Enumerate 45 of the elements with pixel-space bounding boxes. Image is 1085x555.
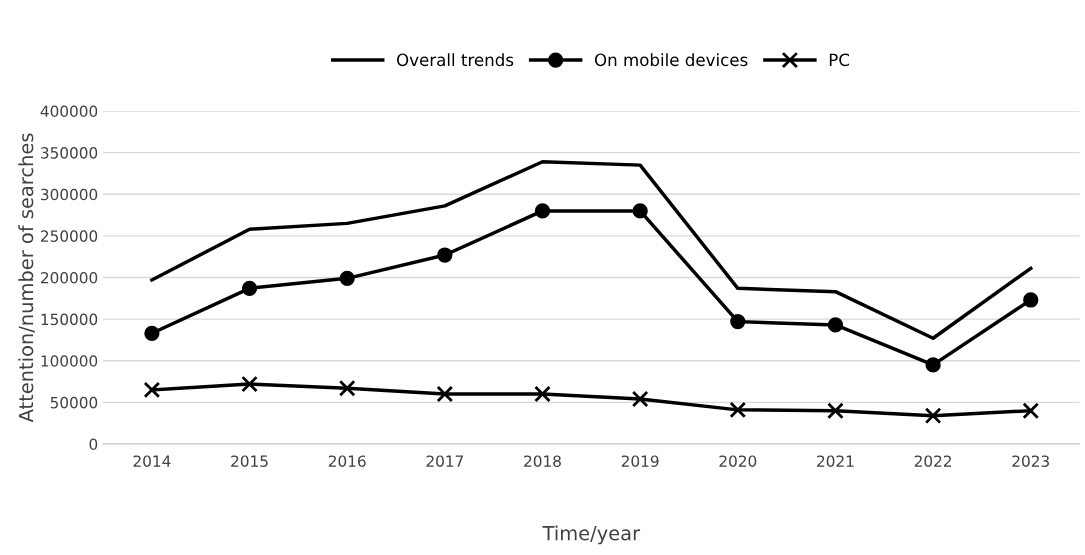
x-tick-label: 2014	[133, 455, 171, 467]
y-tick-label: 50000	[50, 396, 98, 409]
point	[729, 401, 747, 419]
x-tick-label: 2018	[524, 455, 561, 467]
x-tick-label: 2023	[1012, 455, 1049, 467]
point	[1022, 402, 1040, 420]
y-tick-label: 250000	[41, 230, 98, 242]
point	[827, 402, 844, 420]
point	[436, 385, 454, 403]
point	[534, 385, 551, 403]
point	[925, 357, 941, 373]
line-series	[150, 160, 1033, 341]
y-tick-label: 100000	[41, 355, 98, 367]
x-tick-label: 2015	[231, 455, 268, 467]
point	[144, 325, 160, 341]
point	[827, 317, 844, 333]
legend-label: PC	[829, 53, 850, 67]
y-tick-label: 400000	[40, 105, 98, 118]
y-tick-label: 150000	[41, 313, 98, 326]
x-tick-label: 2017	[426, 455, 463, 467]
x-tick-label: 2019	[621, 455, 659, 467]
x-tick-label: 2016	[328, 455, 366, 467]
point	[241, 375, 258, 393]
point	[143, 381, 161, 399]
point	[632, 203, 648, 219]
y-tick-label: 350000	[41, 147, 98, 159]
y-axis-title: Attention/number of searches	[18, 133, 35, 423]
y-tick-label: 200000	[41, 271, 98, 284]
legend-label: Overall trends	[396, 53, 514, 67]
x-tick-label: 2022	[914, 455, 952, 467]
point	[924, 407, 942, 425]
y-tick-label: 0	[89, 438, 98, 451]
point	[437, 247, 453, 263]
x-tick-label: 2020	[719, 455, 757, 467]
point	[730, 313, 746, 330]
point	[631, 390, 649, 408]
point	[338, 379, 356, 397]
x-axis-title: Time/year	[542, 525, 641, 545]
point	[339, 270, 355, 286]
point	[241, 280, 258, 296]
point	[534, 203, 551, 219]
y-tick-label: 300000	[41, 188, 98, 201]
x-tick-label: 2021	[817, 455, 854, 467]
legend-label: On mobile devices	[594, 53, 748, 67]
point	[1023, 292, 1039, 308]
